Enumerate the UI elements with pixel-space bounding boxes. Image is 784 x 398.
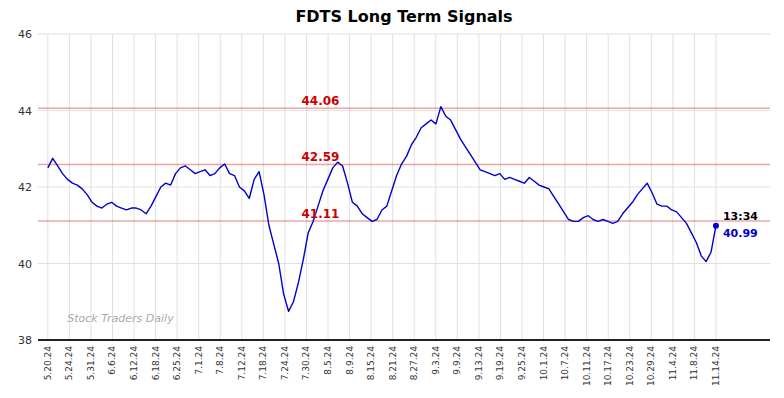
- x-tick-label: 6.18.24: [151, 346, 161, 381]
- reference-label: 44.06: [302, 94, 340, 108]
- x-tick-label: 5.24.24: [64, 346, 74, 381]
- x-grid-line: [435, 34, 436, 340]
- y-tick-label: 42: [18, 181, 32, 194]
- data: [48, 107, 719, 312]
- x-grid-line: [521, 34, 522, 340]
- last-price: 40.99: [723, 227, 758, 240]
- x-grid-line: [134, 34, 135, 340]
- price-line: [48, 107, 716, 312]
- x-axis: 5.20.24 5.24.24 5.31.24 6.6.24 6.12.24 6.18.2…: [43, 346, 721, 386]
- x-tick-label: 8.15.24: [366, 346, 376, 381]
- x-grid-line: [414, 34, 415, 340]
- x-tick-label: 6.6.24: [107, 346, 117, 375]
- y-grid-line: [38, 340, 770, 341]
- y-grid-line: [38, 34, 770, 35]
- x-tick-label: 10.7.24: [560, 346, 570, 381]
- x-tick-label: 6.12.24: [129, 346, 139, 381]
- x-tick-label: 10.1.24: [539, 346, 549, 381]
- reference-line: [38, 164, 770, 166]
- x-tick-label: 8.27.24: [409, 346, 419, 381]
- x-tick-label: 9.9.24: [452, 346, 462, 375]
- x-tick-label: 8.9.24: [345, 346, 355, 375]
- x-tick-label: 11.8.24: [689, 346, 699, 381]
- x-tick-label: 8.21.24: [388, 346, 398, 381]
- reference-line: [38, 220, 770, 222]
- chart: FDTS Long Term Signals38404244465.20.245…: [0, 0, 784, 398]
- x-tick-label: 9.3.24: [431, 346, 441, 375]
- x-tick-label: 5.31.24: [86, 346, 96, 381]
- y-grid-line: [38, 110, 770, 111]
- x-grid-line: [565, 34, 566, 340]
- last-time: 13:34: [723, 210, 758, 223]
- x-grid-line: [69, 34, 70, 340]
- y-grid-line: [38, 187, 770, 188]
- x-tick-label: 9.13.24: [474, 346, 484, 381]
- x-grid-line: [90, 34, 91, 340]
- x-grid-line: [177, 34, 178, 340]
- reference-label: 41.11: [302, 207, 340, 221]
- last-point: [713, 223, 719, 229]
- x-tick-label: 9.25.24: [517, 346, 527, 381]
- x-tick-label: 10.23.24: [625, 346, 635, 386]
- x-grid-line: [155, 34, 156, 340]
- x-tick-label: 7.30.24: [301, 346, 311, 381]
- reference-lines: [38, 108, 770, 221]
- x-tick-label: 5.20.24: [43, 346, 53, 381]
- x-grid-line: [349, 34, 350, 340]
- x-grid-line: [241, 34, 242, 340]
- x-grid-line: [608, 34, 609, 340]
- x-grid-line: [651, 34, 652, 340]
- x-grid-line: [328, 34, 329, 340]
- x-tick-label: 7.8.24: [215, 346, 225, 375]
- x-grid-line: [284, 34, 285, 340]
- x-tick-label: 6.25.24: [172, 346, 182, 381]
- x-tick-label: 8.5.24: [323, 346, 333, 375]
- y-grid-line: [38, 263, 770, 264]
- x-tick-label: 11.4.24: [668, 346, 678, 381]
- x-grid-line: [715, 34, 716, 340]
- x-grid-line: [672, 34, 673, 340]
- x-grid-line: [371, 34, 372, 340]
- x-grid-line: [586, 34, 587, 340]
- x-tick-label: 7.24.24: [280, 346, 290, 381]
- x-grid-line: [198, 34, 199, 340]
- x-tick-label: 10.17.24: [603, 346, 613, 386]
- x-grid-line: [500, 34, 501, 340]
- x-grid-line: [306, 34, 307, 340]
- x-grid-line: [694, 34, 695, 340]
- x-grid-line: [629, 34, 630, 340]
- x-axis-line: [38, 339, 770, 341]
- reference-line: [38, 107, 770, 109]
- x-tick-label: 11.14.24: [711, 346, 721, 386]
- title: FDTS Long Term Signals: [295, 7, 512, 26]
- y-tick-label: 44: [18, 105, 32, 118]
- reference-labels: 44.06 42.59 41.11: [302, 94, 340, 221]
- x-tick-label: 10.29.24: [646, 346, 656, 386]
- grid: [38, 34, 770, 340]
- x-grid-line: [478, 34, 479, 340]
- y-axis: 38 40 42 44 46: [18, 28, 32, 347]
- x-tick-label: 7.1.24: [194, 346, 204, 375]
- x-grid-line: [112, 34, 113, 340]
- x-tick-label: 7.12.24: [237, 346, 247, 381]
- x-grid-line: [47, 34, 48, 340]
- reference-label: 42.59: [302, 150, 340, 164]
- x-tick-label: 10.11.24: [582, 346, 592, 386]
- x-tick-label: 7.18.24: [258, 346, 268, 381]
- y-tick-label: 38: [18, 334, 32, 347]
- y-tick-label: 40: [18, 258, 32, 271]
- x-grid-line: [220, 34, 221, 340]
- watermark: Stock Traders Daily: [67, 312, 174, 325]
- x-tick-label: 9.19.24: [495, 346, 505, 381]
- x-grid-line: [457, 34, 458, 340]
- y-tick-label: 46: [18, 28, 32, 41]
